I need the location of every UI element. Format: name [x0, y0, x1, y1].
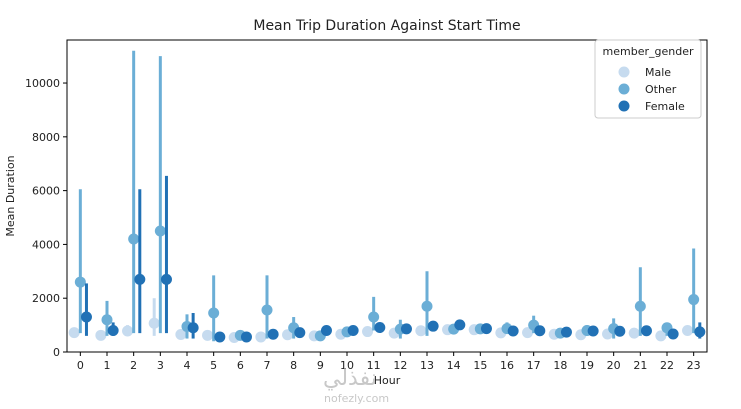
point-male: [202, 329, 214, 341]
point-female: [454, 319, 466, 331]
watermark-arabic: نفذلي: [323, 366, 377, 391]
legend: member_gender Male Other Female: [594, 39, 702, 119]
y-tick-label: 2000: [32, 292, 60, 305]
point-female: [587, 325, 599, 337]
x-axis-label: Hour: [374, 374, 401, 387]
point-male: [415, 325, 427, 337]
point-male: [655, 330, 667, 342]
point-male: [255, 331, 267, 343]
x-tick-label: 5: [210, 359, 217, 372]
x-tick-label: 22: [660, 359, 674, 372]
chart-title: Mean Trip Duration Against Start Time: [253, 18, 520, 34]
point-other: [421, 300, 433, 312]
point-female: [374, 322, 386, 334]
point-female: [320, 324, 332, 336]
point-female: [507, 325, 519, 337]
point-female: [107, 324, 119, 336]
x-tick-label: 3: [157, 359, 164, 372]
x-tick-label: 15: [473, 359, 487, 372]
point-female: [427, 320, 439, 332]
point-male: [362, 326, 374, 338]
series-layer: [68, 50, 706, 343]
x-tick-label: 11: [367, 359, 381, 372]
point-other: [208, 307, 220, 319]
point-female: [480, 323, 492, 335]
x-tick-label: 23: [687, 359, 701, 372]
x-tick-label: 9: [317, 359, 324, 372]
point-female: [614, 325, 626, 337]
x-tick-label: 8: [290, 359, 297, 372]
y-tick-label: 0: [53, 346, 60, 359]
legend-label-other: Other: [645, 83, 677, 96]
point-female: [187, 322, 199, 334]
point-female: [80, 311, 92, 323]
point-female: [534, 325, 546, 337]
x-axis: 0 1 2 3 4 5 6 7 8 9 10 11 12 13 14 15 16 17 18 19 20 21 22 23: [77, 352, 701, 372]
x-tick-label: 0: [77, 359, 84, 372]
point-female: [160, 273, 172, 285]
point-male: [628, 327, 640, 339]
x-tick-label: 14: [447, 359, 461, 372]
y-tick-label: 4000: [32, 238, 60, 251]
point-male: [68, 327, 80, 339]
point-female: [240, 331, 252, 343]
x-tick-label: 1: [104, 359, 111, 372]
point-other: [688, 294, 700, 306]
point-female: [560, 326, 572, 338]
point-female: [640, 325, 652, 337]
x-tick-label: 18: [553, 359, 567, 372]
y-tick-label: 10000: [25, 77, 60, 90]
y-axis-label: Mean Duration: [4, 155, 17, 236]
point-male: [95, 329, 107, 341]
point-female: [214, 331, 226, 343]
legend-title: member_gender: [603, 45, 694, 58]
point-female: [667, 328, 679, 340]
point-other: [74, 276, 86, 288]
legend-marker-female: [618, 100, 630, 112]
x-tick-label: 6: [237, 359, 244, 372]
x-tick-label: 17: [527, 359, 541, 372]
point-male: [148, 317, 160, 329]
plot-area: [66, 39, 708, 353]
x-tick-label: 13: [420, 359, 434, 372]
point-female: [294, 327, 306, 339]
legend-frame: [594, 39, 702, 119]
legend-marker-male: [618, 66, 630, 78]
point-female: [134, 273, 146, 285]
x-tick-label: 7: [264, 359, 271, 372]
point-other: [128, 233, 140, 245]
x-tick-label: 4: [184, 359, 191, 372]
legend-label-male: Male: [645, 66, 671, 79]
point-female: [694, 326, 706, 338]
x-tick-label: 16: [500, 359, 514, 372]
y-axis: 0 2000 4000 6000 8000 10000: [25, 77, 67, 359]
x-tick-label: 19: [580, 359, 594, 372]
x-tick-label: 21: [633, 359, 647, 372]
point-other: [101, 314, 113, 326]
point-other: [154, 225, 166, 237]
x-tick-label: 2: [130, 359, 137, 372]
y-tick-label: 8000: [32, 131, 60, 144]
point-male: [522, 327, 534, 339]
x-tick-label: 12: [393, 359, 407, 372]
x-tick-label: 10: [340, 359, 354, 372]
point-other: [261, 304, 273, 316]
watermark-url: nofezly.com: [324, 392, 390, 405]
point-male: [682, 324, 694, 336]
y-tick-label: 6000: [32, 185, 60, 198]
point-male: [175, 329, 187, 341]
legend-label-female: Female: [645, 100, 685, 113]
point-female: [347, 324, 359, 336]
legend-marker-other: [618, 83, 630, 95]
point-female: [267, 328, 279, 340]
point-other: [368, 311, 380, 323]
x-tick-label: 20: [607, 359, 621, 372]
point-male: [122, 325, 134, 337]
point-other: [634, 300, 646, 312]
point-female: [400, 323, 412, 335]
